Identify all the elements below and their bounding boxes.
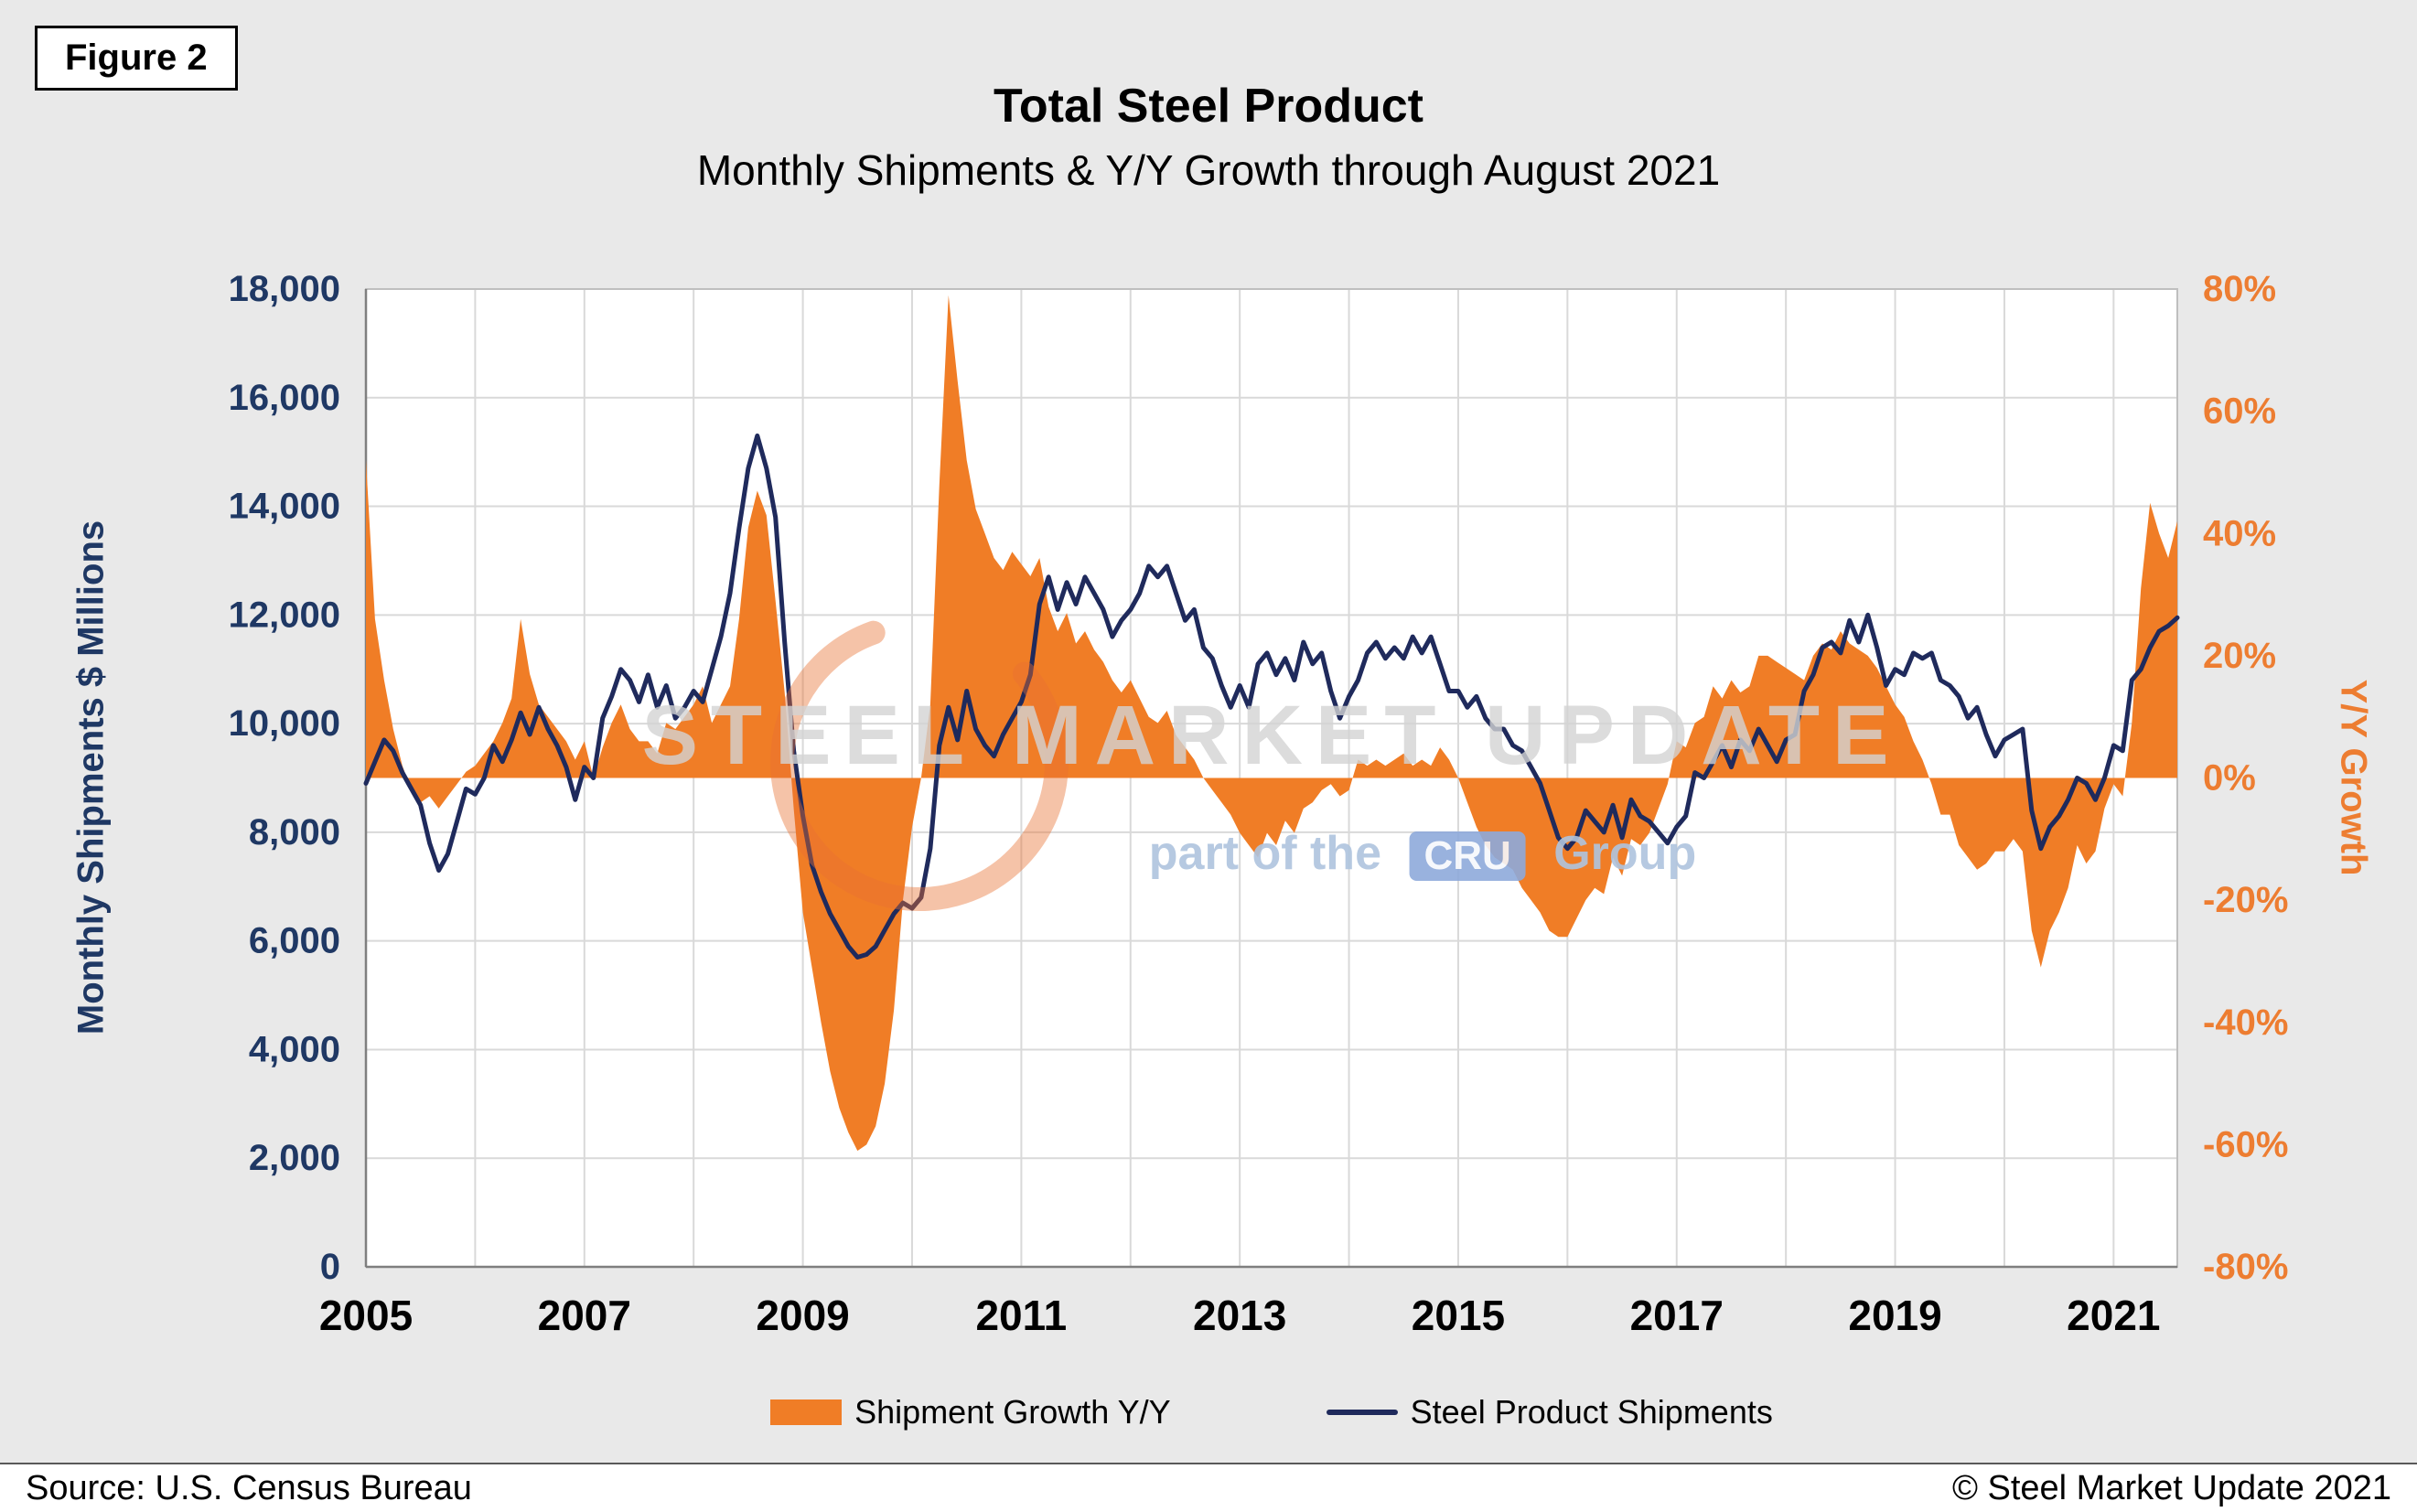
svg-text:2017: 2017 [1630, 1292, 1724, 1339]
source-text: Source: U.S. Census Bureau [26, 1468, 472, 1507]
svg-text:14,000: 14,000 [229, 487, 340, 527]
svg-text:6,000: 6,000 [249, 921, 340, 961]
legend-label-growth: Shipment Growth Y/Y [854, 1393, 1171, 1431]
svg-text:2013: 2013 [1193, 1292, 1286, 1339]
svg-text:20%: 20% [2203, 636, 2276, 676]
figure-label: Figure 2 [35, 26, 238, 91]
legend-item-shipments: Steel Product Shipments [1326, 1393, 1773, 1432]
legend-label-shipments: Steel Product Shipments [1410, 1393, 1773, 1431]
svg-text:40%: 40% [2203, 513, 2276, 553]
svg-text:2021: 2021 [2067, 1292, 2160, 1339]
svg-text:-20%: -20% [2203, 880, 2288, 920]
legend-swatch-shipments [1326, 1410, 1398, 1415]
legend-item-growth: Shipment Growth Y/Y [770, 1393, 1171, 1432]
copyright-text: © Steel Market Update 2021 [1951, 1468, 2391, 1507]
svg-text:0%: 0% [2203, 758, 2256, 799]
legend-swatch-growth [770, 1399, 843, 1425]
svg-text:18,000: 18,000 [229, 269, 340, 309]
svg-text:60%: 60% [2203, 391, 2276, 432]
svg-text:16,000: 16,000 [229, 378, 340, 418]
chart-svg: 0 2,000 4,000 6,000 8,000 10,000 12,000 14,000 1… [229, 269, 2289, 1339]
right-axis-title: Y/Y Growth [2333, 679, 2374, 876]
svg-text:2011: 2011 [975, 1292, 1067, 1339]
left-axis-title: Monthly Shipments $ Millions [70, 520, 112, 1035]
svg-text:-80%: -80% [2203, 1247, 2288, 1287]
svg-text:2019: 2019 [1848, 1292, 1941, 1339]
svg-text:2,000: 2,000 [249, 1138, 340, 1178]
svg-text:-40%: -40% [2203, 1003, 2288, 1043]
svg-text:2005: 2005 [319, 1292, 413, 1339]
svg-text:-60%: -60% [2203, 1124, 2288, 1164]
svg-text:12,000: 12,000 [229, 595, 340, 635]
chart-legend: Shipment Growth Y/Y Steel Product Shipme… [366, 1393, 2177, 1432]
svg-text:0: 0 [320, 1247, 340, 1287]
svg-text:80%: 80% [2203, 269, 2276, 309]
page-subtitle: Monthly Shipments & Y/Y Growth through A… [696, 146, 1721, 195]
svg-text:2015: 2015 [1412, 1292, 1505, 1339]
chart-area: 0 2,000 4,000 6,000 8,000 10,000 12,000 14,000 1… [0, 220, 2417, 1399]
svg-text:2007: 2007 [538, 1292, 631, 1339]
page-title: Total Steel Product [994, 80, 1423, 133]
footer: Source: U.S. Census Bureau © Steel Marke… [0, 1463, 2417, 1512]
svg-text:10,000: 10,000 [229, 703, 340, 744]
svg-text:8,000: 8,000 [249, 812, 340, 853]
chart-header: Total Steel Product Monthly Shipments & … [0, 80, 2417, 195]
svg-text:2009: 2009 [756, 1292, 849, 1339]
svg-text:4,000: 4,000 [249, 1029, 340, 1069]
